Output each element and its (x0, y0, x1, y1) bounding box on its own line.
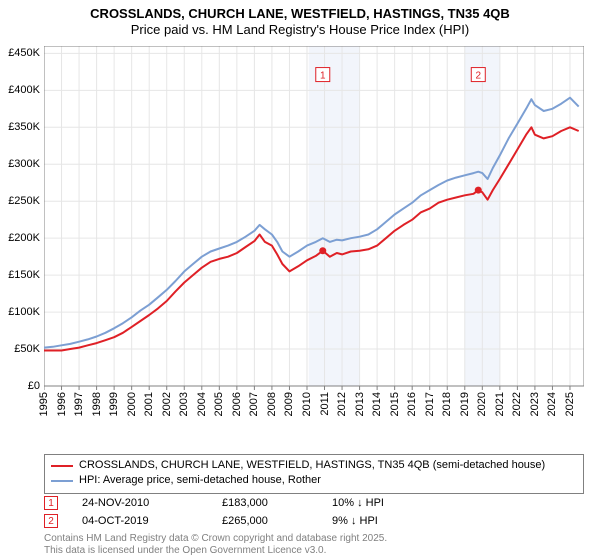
footer-line: This data is licensed under the Open Gov… (44, 545, 387, 557)
sale-markers-table: 1 24-NOV-2010 £183,000 10% ↓ HPI 2 04-OC… (44, 494, 452, 530)
legend: CROSSLANDS, CHURCH LANE, WESTFIELD, HAST… (44, 454, 584, 494)
y-tick-label: £0 (0, 380, 40, 392)
marker-badge: 2 (44, 514, 58, 528)
footer-line: Contains HM Land Registry data © Crown c… (44, 533, 387, 545)
y-tick-label: £450K (0, 47, 40, 59)
chart-container: CROSSLANDS, CHURCH LANE, WESTFIELD, HAST… (0, 0, 600, 560)
marker-price: £183,000 (222, 497, 332, 509)
marker-date: 04-OCT-2019 (82, 515, 222, 527)
y-tick-label: £100K (0, 306, 40, 318)
legend-label: CROSSLANDS, CHURCH LANE, WESTFIELD, HAST… (79, 458, 545, 473)
sale-marker-row: 2 04-OCT-2019 £265,000 9% ↓ HPI (44, 512, 452, 530)
y-tick-label: £300K (0, 158, 40, 170)
marker-diff: 9% ↓ HPI (332, 515, 452, 527)
attribution-footer: Contains HM Land Registry data © Crown c… (44, 533, 387, 557)
marker-price: £265,000 (222, 515, 332, 527)
y-tick-label: £50K (0, 343, 40, 355)
y-tick-label: £400K (0, 84, 40, 96)
legend-swatch (51, 480, 73, 482)
sale-marker-row: 1 24-NOV-2010 £183,000 10% ↓ HPI (44, 494, 452, 512)
legend-item: CROSSLANDS, CHURCH LANE, WESTFIELD, HAST… (51, 458, 577, 473)
chart-svg: 12 (44, 46, 584, 416)
chart-title: CROSSLANDS, CHURCH LANE, WESTFIELD, HAST… (0, 0, 600, 39)
y-tick-label: £200K (0, 232, 40, 244)
legend-item: HPI: Average price, semi-detached house,… (51, 473, 577, 488)
svg-text:1: 1 (320, 71, 326, 82)
title-address: CROSSLANDS, CHURCH LANE, WESTFIELD, HAST… (0, 6, 600, 22)
marker-diff: 10% ↓ HPI (332, 497, 452, 509)
y-tick-label: £150K (0, 269, 40, 281)
legend-label: HPI: Average price, semi-detached house,… (79, 473, 321, 488)
marker-date: 24-NOV-2010 (82, 497, 222, 509)
y-tick-label: £350K (0, 121, 40, 133)
svg-text:2: 2 (475, 71, 481, 82)
y-tick-label: £250K (0, 195, 40, 207)
legend-swatch (51, 465, 73, 467)
title-subtitle: Price paid vs. HM Land Registry's House … (0, 22, 600, 38)
marker-badge: 1 (44, 496, 58, 510)
chart-plot-area: 12 (44, 46, 584, 416)
